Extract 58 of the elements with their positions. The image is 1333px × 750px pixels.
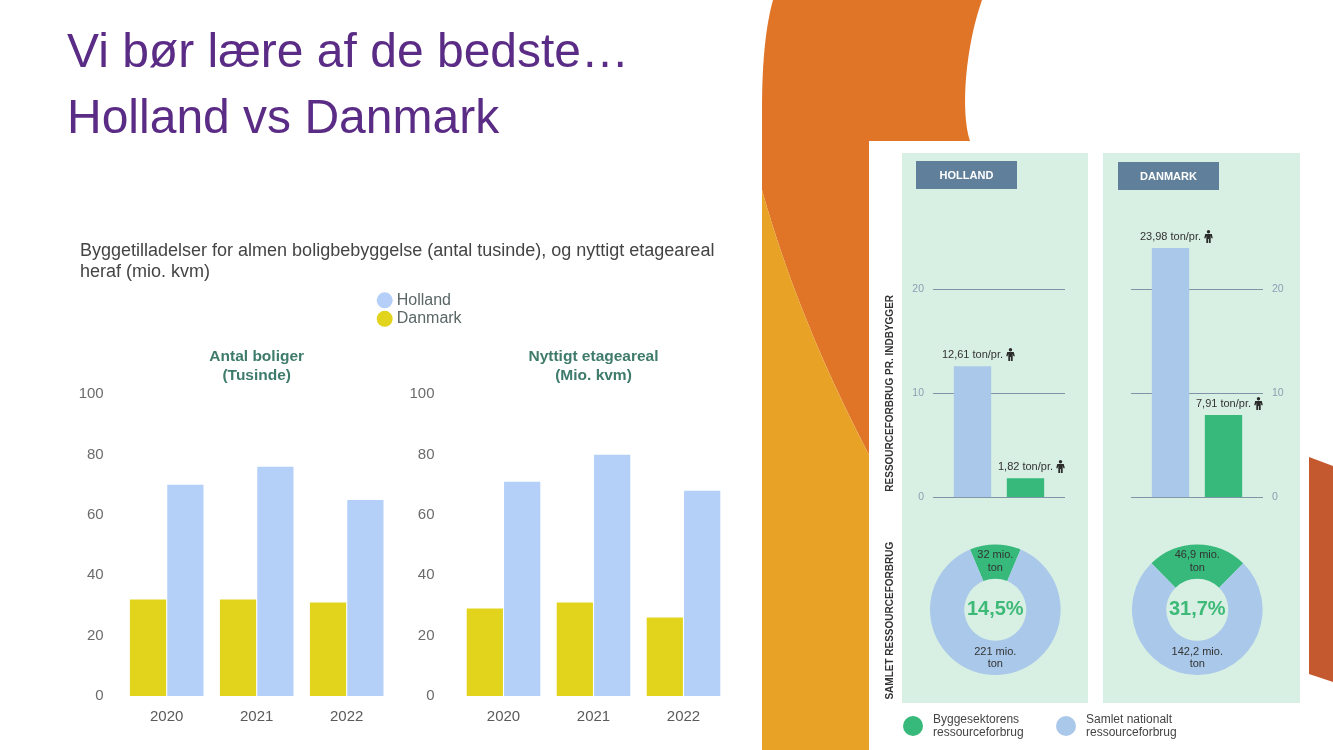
data-label: 221 mio. ton (974, 644, 1017, 670)
text: Vi bør lære af de bedste… Holland vs Danmark (67, 23, 630, 145)
bar (594, 454, 631, 696)
x-tick-label: 2020 (486, 707, 521, 725)
y-tick-label: 40 (417, 565, 435, 583)
y-axis-title: RESSOURCEFORBRUG PR. INDBYGGER (883, 294, 895, 492)
y-tick-label: 20 (912, 282, 925, 295)
bar (129, 599, 167, 696)
legend-label: Byggesektorens ressourceforbrug (933, 711, 1024, 739)
legend-label: Samlet nationalt ressourceforbrug (1086, 711, 1177, 739)
y-tick-label: 20 (417, 625, 435, 643)
bar (646, 617, 683, 696)
data-label: 1,82 ton/pr. (997, 460, 1054, 473)
y-tick-label: 60 (417, 505, 435, 523)
data-label: 7,91 ton/pr. (1195, 397, 1252, 410)
legend-label: Danmark (396, 309, 463, 327)
bar (257, 466, 294, 696)
y-tick-label: 20 (87, 625, 104, 643)
chart-title: HOLLAND (916, 161, 1017, 189)
x-tick-label: 2021 (576, 707, 611, 725)
y-tick-label: 60 (87, 505, 104, 523)
chart-title: DANMARK (1118, 162, 1219, 190)
chart-title: Antal boliger (Tusinde) (209, 346, 305, 383)
y-tick-label: 0 (95, 686, 104, 704)
bar (347, 499, 384, 696)
y-tick-label: 100 (78, 384, 104, 402)
text: Byggetilladelser for almen boligbebyggelse (antal tusinde), og nyttigt etageareal heraf (mio. kvm) (80, 240, 716, 281)
bar (309, 602, 347, 696)
bar (684, 490, 721, 696)
y-tick-label: 100 (409, 384, 435, 402)
y-tick-label: 20 (1272, 282, 1284, 295)
chart-title: Nyttigt etageareal (Mio. kvm) (528, 346, 659, 383)
text: 14,5% (966, 597, 1024, 620)
y-tick-label: 80 (417, 444, 435, 462)
y-tick-label: 40 (87, 565, 104, 583)
data-label: 32 mio. ton (977, 548, 1014, 573)
data-label: 23,98 ton/pr. (1139, 229, 1202, 242)
bar (466, 608, 503, 696)
x-tick-label: 2022 (330, 707, 364, 725)
data-label: 142,2 mio. ton (1171, 644, 1223, 670)
y-tick-label: 0 (1272, 490, 1278, 503)
bar (167, 484, 204, 696)
bar (219, 599, 257, 696)
y-tick-label: 80 (87, 444, 104, 462)
text: 31,7% (1168, 597, 1226, 620)
y-tick-label: 0 (426, 686, 435, 704)
y-tick-label: 10 (1272, 386, 1284, 399)
bar (556, 602, 593, 696)
y-tick-label: 10 (912, 386, 925, 399)
y-tick-label: 0 (918, 490, 925, 503)
data-label: 12,61 ton/pr. (941, 348, 1004, 361)
legend-label: Holland (396, 290, 451, 308)
x-tick-label: 2022 (666, 707, 701, 725)
data-label: 46,9 mio. ton (1174, 548, 1220, 573)
text: SAMLET RESSOURCEFORBRUG (883, 541, 895, 700)
x-tick-label: 2021 (240, 707, 274, 725)
x-tick-label: 2020 (150, 707, 184, 725)
bar (504, 481, 541, 696)
